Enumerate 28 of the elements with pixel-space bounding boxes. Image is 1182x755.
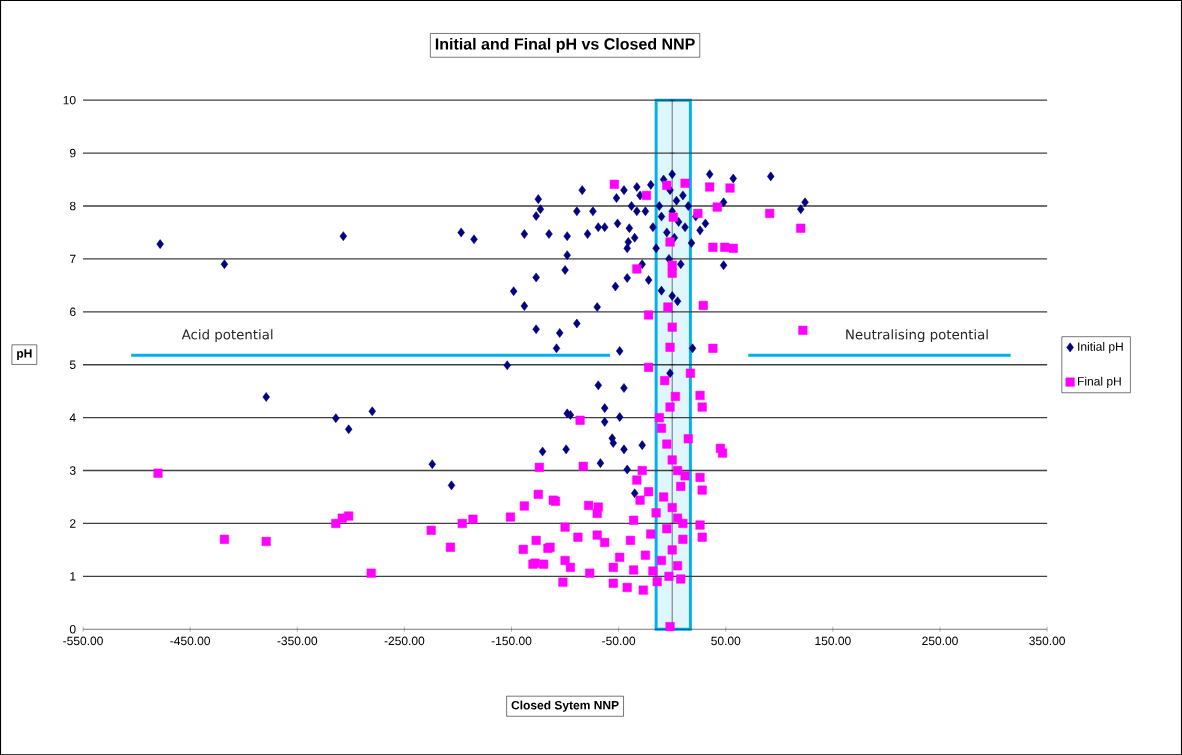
y-tick-label: 1 xyxy=(70,572,76,581)
y-tick-label: 3 xyxy=(69,466,76,475)
x-tick-label: 250.00 xyxy=(922,636,958,646)
x-tick-label: -350.00 xyxy=(277,636,318,646)
legend-label: Initial pH xyxy=(1078,341,1123,354)
y-tick-label: 0 xyxy=(69,624,76,634)
y-tick-label: 10 xyxy=(63,95,76,105)
x-tick-label: 350.00 xyxy=(1029,636,1065,646)
x-tick-label: -50.00 xyxy=(602,636,636,646)
annotation: Neutralising potential xyxy=(846,329,988,342)
y-tick-label: 8 xyxy=(69,201,76,211)
legend-label: Final pH xyxy=(1078,376,1121,388)
x-tick-label: -450.00 xyxy=(170,636,211,646)
y-tick-label: 4 xyxy=(69,413,76,422)
x-tick-label: 150.00 xyxy=(815,636,851,646)
y-axis-title: pH xyxy=(17,349,32,360)
x-tick-label: -250.00 xyxy=(384,636,425,646)
y-tick-label: 2 xyxy=(70,519,76,528)
y-tick-label: 5 xyxy=(69,360,76,369)
chart-title: Initial and Final pH vs Closed NNP xyxy=(435,37,695,53)
y-tick-label: 9 xyxy=(69,148,76,158)
x-tick-label: 50.00 xyxy=(711,636,741,646)
x-tick-label: -150.00 xyxy=(491,636,532,646)
y-tick-label: 6 xyxy=(70,307,76,316)
x-tick-label: -550.00 xyxy=(63,636,103,646)
annotation: Acid potential xyxy=(181,329,273,342)
x-axis-title: Closed Sytem NNP xyxy=(511,700,619,712)
y-tick-label: 7 xyxy=(70,254,76,263)
